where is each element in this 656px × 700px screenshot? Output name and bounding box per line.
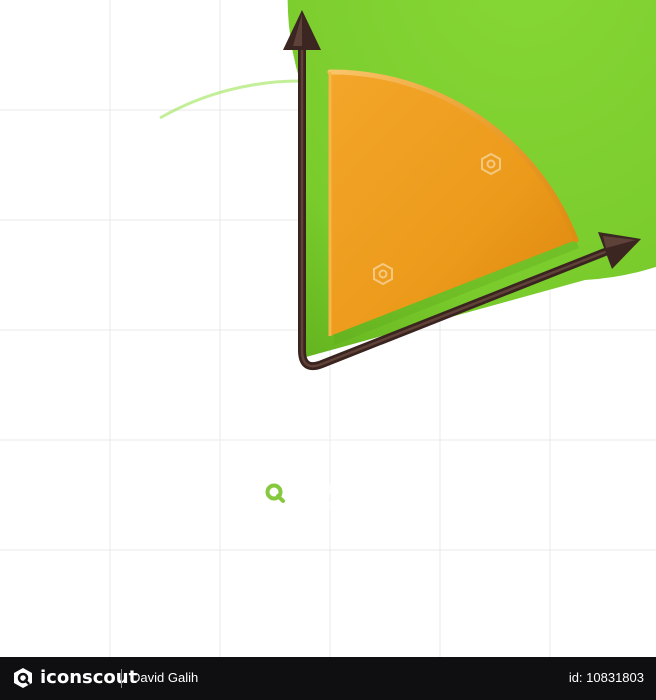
iconscout-logo-icon[interactable] <box>12 667 34 689</box>
pie-chart-illustration <box>159 0 656 371</box>
watermark-mini-icon <box>45 263 65 285</box>
watermark-author: David Galih <box>301 498 371 512</box>
watermark-mini-icon <box>481 153 501 175</box>
watermark-mini-icon <box>263 373 283 395</box>
pie-highlight-segment <box>330 71 576 336</box>
footer-asset-id: id: 10831803 <box>568 670 644 685</box>
footer-brand-link[interactable]: iconscout <box>40 667 138 688</box>
attribution-footer: iconscout David Galih id: 10831803 <box>0 657 656 700</box>
center-watermark: iconscout David Galih <box>220 438 438 546</box>
footer-author-link[interactable]: David Galih <box>131 670 199 685</box>
transparency-grid <box>0 0 656 657</box>
watermark-mini-icon <box>373 263 393 285</box>
footer-divider <box>121 669 122 688</box>
watermark-brand: iconscout <box>301 475 411 499</box>
axis-arrows <box>283 10 641 371</box>
iconscout-logo-icon <box>260 476 288 508</box>
